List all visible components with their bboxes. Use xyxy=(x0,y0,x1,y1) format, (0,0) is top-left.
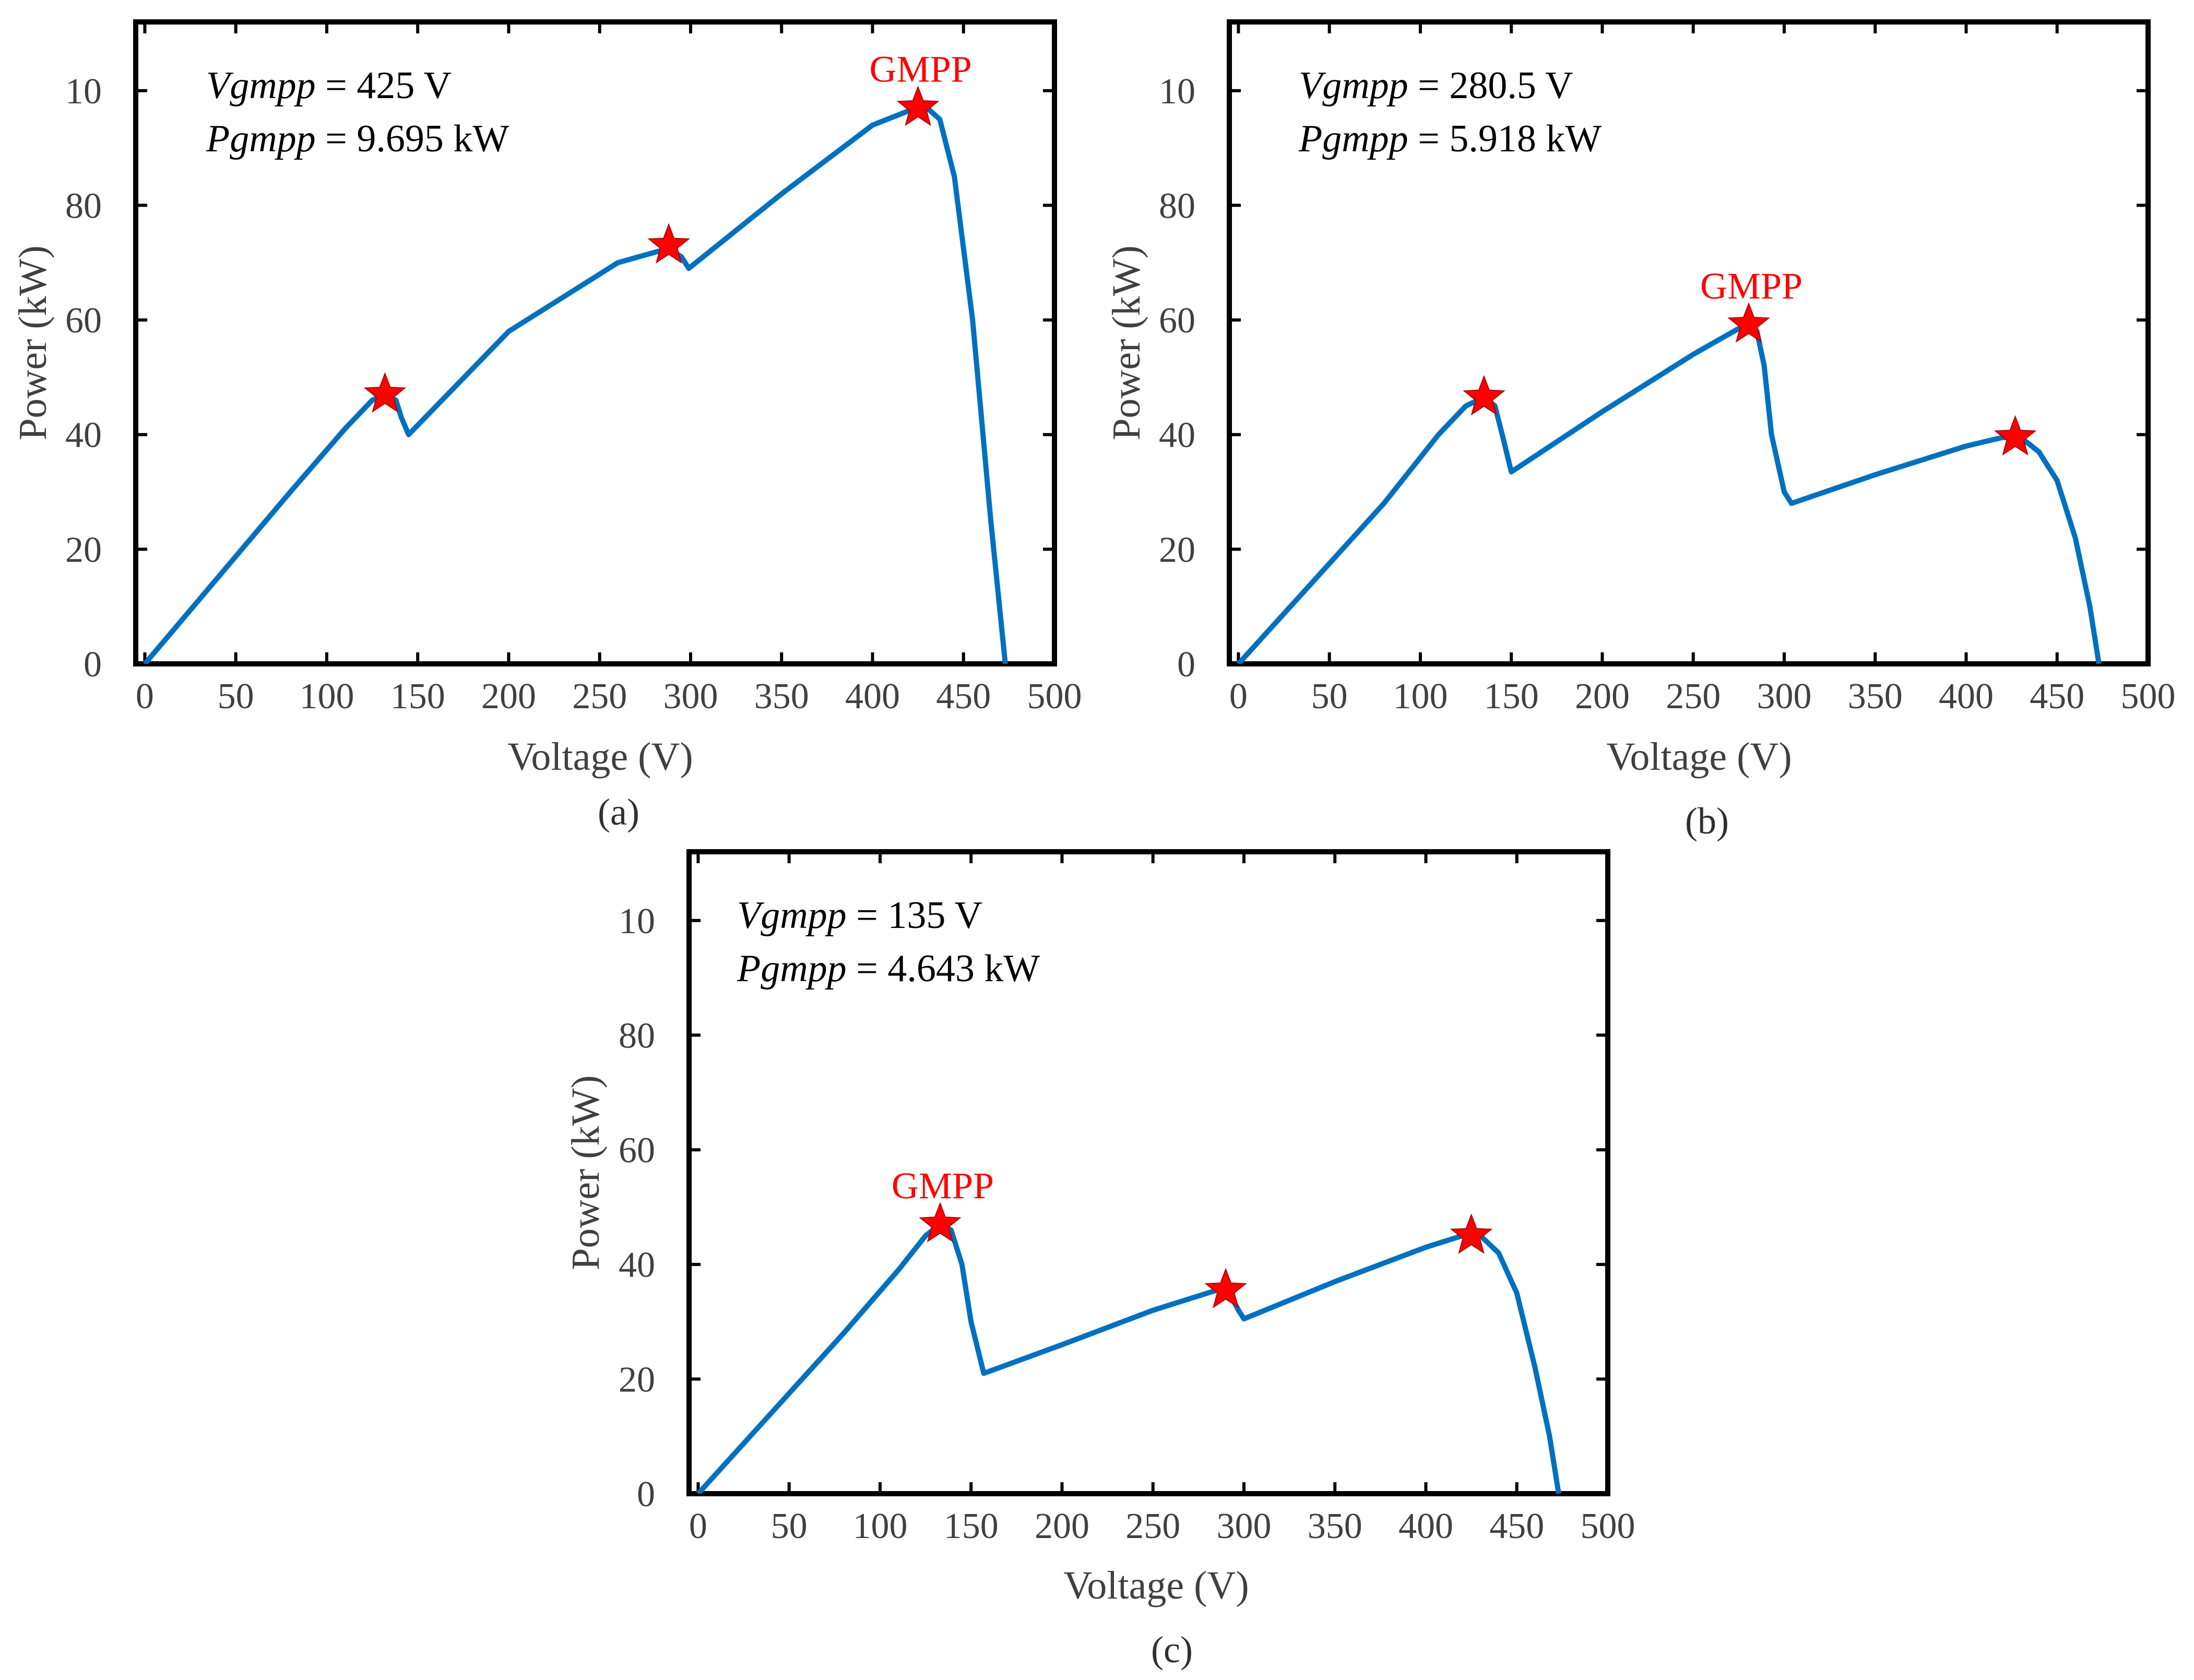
gmpp-label: GMPP xyxy=(870,49,972,90)
x-tick-label: 400 xyxy=(1398,1506,1453,1546)
x-tick-label: 300 xyxy=(1757,676,1811,717)
x-tick-label: 0 xyxy=(136,676,154,717)
x-tick-label: 500 xyxy=(1581,1506,1635,1546)
y-tick-label: 20 xyxy=(65,530,102,570)
y-tick-label: 10 xyxy=(1159,72,1195,112)
pgmpp-annotation: Pgmpp = 5.918 kW xyxy=(1298,117,1602,160)
vgmpp-annotation: Vgmpp = 280.5 V xyxy=(1299,64,1573,107)
mpp-markers xyxy=(919,1201,1493,1308)
y-axis-label: Power (kW) xyxy=(564,1075,608,1270)
y-tick-label: 80 xyxy=(65,186,102,226)
y-tick-label: 20 xyxy=(619,1360,655,1400)
x-tick-label: 0 xyxy=(1229,676,1248,717)
y-tick-label: 0 xyxy=(637,1474,655,1515)
y-axis-label: Power (kW) xyxy=(11,245,55,440)
y-tick-label: 0 xyxy=(1177,645,1195,685)
panel-c: 0 50 100 150 200 250 300 350 400 450 500 0 20 40 60 80… xyxy=(564,849,1635,1671)
x-tick-label: 0 xyxy=(689,1506,707,1546)
y-tick-label: 60 xyxy=(619,1130,655,1171)
x-tick-label: 150 xyxy=(390,676,445,717)
x-tick-label: 250 xyxy=(1666,676,1721,717)
x-tick-label: 150 xyxy=(1484,676,1539,717)
plot-frame xyxy=(133,19,1057,666)
x-tick-label: 300 xyxy=(1216,1506,1271,1546)
y-tick-label: 80 xyxy=(619,1016,655,1056)
x-tick-label: 200 xyxy=(1575,676,1630,717)
y-tick-label: 60 xyxy=(1159,301,1195,341)
panel-caption: (b) xyxy=(1685,800,1729,842)
x-tick-label: 50 xyxy=(218,676,254,717)
x-tick-label: 350 xyxy=(1848,676,1903,717)
x-tick-label: 250 xyxy=(1125,1506,1180,1546)
x-tick-label: 350 xyxy=(1308,1506,1362,1546)
vgmpp-annotation: Vgmpp = 135 V xyxy=(737,894,982,937)
x-tick-label: 50 xyxy=(1311,676,1348,717)
x-tick-label: 100 xyxy=(299,676,354,717)
gmpp-star-marker xyxy=(896,85,940,126)
plot-frame xyxy=(686,849,1610,1496)
pgmpp-annotation: Pgmpp = 9.695 kW xyxy=(206,117,509,160)
pgmpp-annotation: Pgmpp = 4.643 kW xyxy=(737,947,1040,990)
x-ticks: 0 50 100 150 200 250 300 350 400 450 500 xyxy=(1229,22,2176,717)
x-tick-label: 150 xyxy=(944,1506,999,1546)
panel-caption: (a) xyxy=(598,791,639,833)
mpp-star-marker xyxy=(1450,1213,1493,1254)
plot-frame xyxy=(1227,19,2151,666)
mpp-star-marker xyxy=(647,223,690,264)
y-tick-label: 40 xyxy=(1159,415,1195,456)
x-tick-label: 50 xyxy=(771,1506,808,1546)
x-tick-label: 200 xyxy=(1035,1506,1089,1546)
pv-curve-line xyxy=(143,105,1008,664)
x-tick-label: 300 xyxy=(663,676,718,717)
gmpp-label: GMPP xyxy=(1700,265,1802,307)
x-tick-label: 450 xyxy=(2030,676,2084,717)
vgmpp-annotation: Vgmpp = 425 V xyxy=(206,64,452,107)
y-tick-label: 60 xyxy=(65,301,102,341)
x-tick-label: 450 xyxy=(1489,1506,1544,1546)
x-tick-label: 500 xyxy=(2121,676,2176,717)
x-tick-label: 350 xyxy=(754,676,809,717)
x-axis-label: Voltage (V) xyxy=(1606,735,1792,779)
panel-a: 0 50 100 150 200 250 300 350 400 450 500 0 20 40 60 80… xyxy=(11,19,1082,833)
y-tick-label: 80 xyxy=(1159,186,1195,226)
x-tick-label: 100 xyxy=(1393,676,1448,717)
x-tick-label: 400 xyxy=(845,676,900,717)
x-ticks: 0 50 100 150 200 250 300 350 400 450 500 xyxy=(136,22,1082,717)
y-ticks: 0 20 40 60 80 10 xyxy=(1159,72,2148,685)
mpp-markers xyxy=(1463,302,2037,456)
x-tick-label: 100 xyxy=(852,1506,907,1546)
x-ticks: 0 50 100 150 200 250 300 350 400 450 500 xyxy=(689,852,1635,1546)
x-axis-label: Voltage (V) xyxy=(1063,1564,1249,1607)
pv-curve-line xyxy=(696,1221,1561,1494)
x-axis-label: Voltage (V) xyxy=(507,735,693,779)
mpp-star-marker xyxy=(1994,415,2037,456)
mpp-star-marker xyxy=(1463,375,1505,415)
mpp-star-marker xyxy=(1204,1268,1247,1308)
x-tick-label: 450 xyxy=(936,676,991,717)
x-tick-label: 400 xyxy=(1939,676,1994,717)
mpp-markers xyxy=(363,85,940,413)
y-tick-label: 0 xyxy=(84,645,102,685)
y-tick-label: 20 xyxy=(1159,530,1195,570)
gmpp-star-marker xyxy=(919,1201,962,1243)
panel-caption: (c) xyxy=(1151,1629,1193,1671)
mpp-star-marker xyxy=(363,372,407,413)
gmpp-label: GMPP xyxy=(892,1165,994,1207)
x-tick-label: 250 xyxy=(572,676,627,717)
y-tick-label: 40 xyxy=(65,415,102,456)
gmpp-star-marker xyxy=(1727,302,1770,343)
panel-b: 0 50 100 150 200 250 300 350 400 450 500 0 20 40 60 80… xyxy=(1105,19,2176,842)
x-tick-label: 200 xyxy=(481,676,536,717)
y-ticks: 0 20 40 60 80 10 xyxy=(619,901,1608,1515)
y-axis-label: Power (kW) xyxy=(1105,245,1148,440)
pv-curve-line xyxy=(1236,321,2102,664)
x-tick-label: 500 xyxy=(1027,676,1082,717)
y-tick-label: 10 xyxy=(65,72,102,112)
y-ticks: 0 20 40 60 80 10 xyxy=(65,72,1054,685)
y-tick-label: 10 xyxy=(619,901,655,942)
y-tick-label: 40 xyxy=(619,1245,655,1285)
